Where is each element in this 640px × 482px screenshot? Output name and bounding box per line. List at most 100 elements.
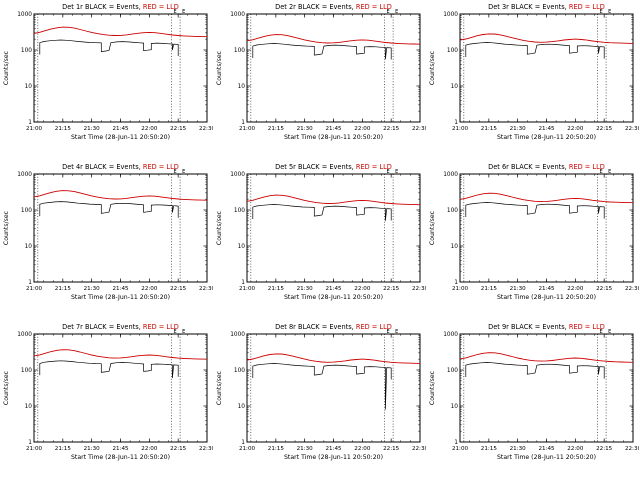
axes-box [459,173,634,283]
x-axis-label: Start Time (28-Jun-11 20:50:20) [497,454,596,461]
chart-title: Det 2r BLACK = Events, RED = LLD [275,3,392,11]
y-tick-label: 1000 [443,172,458,178]
x-tick-label: 21:00 [452,446,469,452]
x-tick-label: 22:15 [170,286,187,292]
y-tick-label: 100 [21,208,32,214]
events-series [39,360,179,379]
y-tick-label: 1000 [443,332,458,338]
y-axis-label: Counts/sec [3,50,10,85]
chart-svg: Det 4r BLACK = Events, RED = LLD 1 10 100 10… [3,163,215,301]
y-tick-label: 1 [28,440,32,446]
lld-series [246,194,421,206]
y-tick-label: 100 [234,368,245,374]
x-tick-label: 21:00 [26,446,43,452]
axes-box [246,13,421,123]
y-axis-label: Counts/sec [216,50,223,85]
events-series [39,39,179,56]
chart-title: Det 6r BLACK = Events, RED = LLD [488,163,605,171]
x-tick-label: 21:30 [84,126,101,132]
x-tick-label: 21:15 [481,126,498,132]
chart-title: Det 5r BLACK = Events, RED = LLD [275,163,392,171]
x-tick-label: 22:30 [625,286,639,292]
x-tick-label: 21:00 [26,126,43,132]
y-tick-label: 100 [447,208,458,214]
x-tick-label: 21:30 [297,446,314,452]
y-tick-label: 1 [454,440,458,446]
lld-series [459,192,634,204]
y-tick-label: 100 [21,368,32,374]
x-tick-label: 22:30 [199,126,213,132]
chart-title: Det 4r BLACK = Events, RED = LLD [62,163,179,171]
event-line-label: E [173,9,176,15]
events-series [252,363,392,410]
y-tick-label: 100 [447,48,458,54]
y-tick-label: 10 [238,404,246,410]
x-tick-label: 22:15 [170,446,187,452]
event-line-label: E [608,169,611,175]
lld-series [33,349,208,360]
chart-title: Det 9r BLACK = Events, RED = LLD [488,323,605,331]
event-line-label: E [608,329,611,335]
x-tick-label: 21:45 [325,126,342,132]
x-tick-label: 22:00 [141,446,158,452]
chart-panel-det-2r: Det 2r BLACK = Events, RED = LLD 1 10 100 10… [213,0,428,160]
x-tick-label: 22:00 [567,446,584,452]
x-tick-label: 22:30 [199,446,213,452]
x-tick-label: 22:00 [354,286,371,292]
chart-svg: Det 5r BLACK = Events, RED = LLD 1 10 100 10… [216,163,428,301]
y-axis-label: Counts/sec [3,370,10,405]
x-axis-label: Start Time (28-Jun-11 20:50:20) [497,294,596,301]
x-tick-label: 21:00 [239,126,256,132]
lld-series [246,34,421,45]
lld-series [459,33,634,44]
y-tick-label: 10 [238,84,246,90]
y-tick-label: 100 [447,368,458,374]
y-tick-label: 1 [454,280,458,286]
events-series [252,43,392,60]
x-axis-label: Start Time (28-Jun-11 20:50:20) [284,454,383,461]
x-tick-label: 22:00 [141,126,158,132]
event-line-label: E [599,9,602,15]
x-tick-label: 21:00 [239,286,256,292]
x-tick-label: 21:30 [510,126,527,132]
x-tick-label: 21:45 [538,446,555,452]
x-tick-label: 22:30 [412,126,426,132]
event-line-label: E [386,169,389,175]
x-tick-label: 21:45 [325,286,342,292]
chart-svg: Det 8r BLACK = Events, RED = LLD 1 10 100 10… [216,323,428,461]
y-axis-label: Counts/sec [3,210,10,245]
x-tick-label: 22:30 [199,286,213,292]
chart-panel-det-8r: Det 8r BLACK = Events, RED = LLD 1 10 100 10… [213,320,428,480]
x-tick-label: 21:00 [452,126,469,132]
event-line-label: E [386,9,389,15]
x-tick-label: 22:00 [567,126,584,132]
x-tick-label: 21:45 [112,446,129,452]
x-tick-label: 21:15 [268,286,285,292]
y-tick-label: 1 [28,120,32,126]
x-tick-label: 21:00 [452,286,469,292]
x-tick-label: 21:45 [538,286,555,292]
y-tick-label: 1 [454,120,458,126]
chart-svg: Det 2r BLACK = Events, RED = LLD 1 10 100 10… [216,3,428,141]
event-line-label: E [386,329,389,335]
lld-series [246,353,421,364]
x-tick-label: 21:30 [297,286,314,292]
x-tick-label: 21:45 [538,126,555,132]
x-tick-label: 22:15 [383,126,400,132]
chart-panel-det-5r: Det 5r BLACK = Events, RED = LLD 1 10 100 10… [213,160,428,320]
y-tick-label: 1 [28,280,32,286]
y-tick-label: 1 [241,440,245,446]
x-tick-label: 21:15 [55,446,72,452]
y-axis-label: Counts/sec [429,50,436,85]
x-tick-label: 22:00 [141,286,158,292]
y-tick-label: 10 [25,404,33,410]
y-tick-label: 1000 [230,172,245,178]
chart-title: Det 7r BLACK = Events, RED = LLD [62,323,179,331]
chart-svg: Det 7r BLACK = Events, RED = LLD 1 10 100 10… [3,323,215,461]
x-axis-label: Start Time (28-Jun-11 20:50:20) [71,454,170,461]
chart-svg: Det 6r BLACK = Events, RED = LLD 1 10 100 10… [429,163,640,301]
chart-svg: Det 9r BLACK = Events, RED = LLD 1 10 100 10… [429,323,640,461]
x-tick-label: 21:15 [481,286,498,292]
axes-box [33,13,208,123]
x-tick-label: 21:00 [239,446,256,452]
